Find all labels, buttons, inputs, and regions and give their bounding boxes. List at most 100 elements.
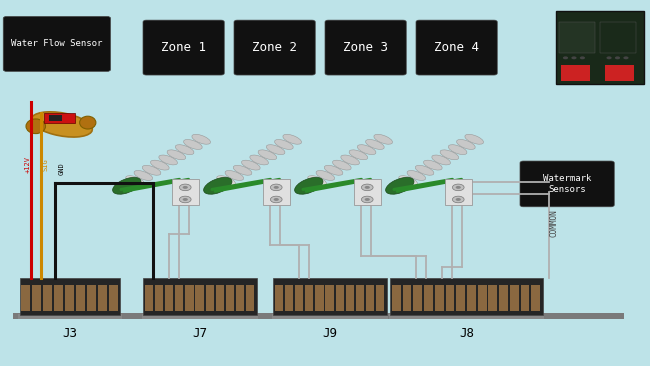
- Ellipse shape: [31, 112, 92, 137]
- Bar: [346, 285, 354, 311]
- FancyBboxPatch shape: [143, 20, 224, 75]
- Bar: [295, 285, 304, 311]
- FancyBboxPatch shape: [325, 20, 406, 75]
- Text: +12V: +12V: [24, 156, 31, 173]
- Bar: [165, 285, 174, 311]
- Bar: [285, 285, 293, 311]
- Text: COMMON: COMMON: [550, 209, 559, 237]
- Ellipse shape: [456, 139, 475, 149]
- Bar: [532, 285, 540, 311]
- Ellipse shape: [266, 145, 285, 154]
- Bar: [510, 285, 519, 311]
- Bar: [44, 285, 52, 311]
- Circle shape: [456, 186, 461, 189]
- Bar: [226, 285, 234, 311]
- Text: J3: J3: [62, 326, 77, 340]
- Circle shape: [365, 186, 370, 189]
- Bar: [489, 285, 497, 311]
- Ellipse shape: [307, 176, 326, 186]
- Ellipse shape: [258, 150, 277, 160]
- Ellipse shape: [358, 145, 376, 154]
- Bar: [272, 314, 388, 319]
- Circle shape: [365, 198, 370, 201]
- Bar: [389, 314, 544, 319]
- Ellipse shape: [448, 145, 467, 154]
- Ellipse shape: [407, 171, 426, 180]
- Ellipse shape: [316, 171, 335, 180]
- Bar: [44, 113, 75, 123]
- Bar: [556, 11, 644, 84]
- Text: J9: J9: [322, 326, 337, 340]
- Bar: [600, 22, 636, 53]
- Circle shape: [179, 184, 191, 191]
- Bar: [87, 285, 96, 311]
- Ellipse shape: [125, 176, 144, 186]
- Circle shape: [183, 186, 188, 189]
- Bar: [306, 285, 313, 311]
- Bar: [356, 285, 364, 311]
- Circle shape: [606, 56, 612, 59]
- Bar: [172, 179, 199, 205]
- Ellipse shape: [192, 134, 211, 144]
- Circle shape: [361, 196, 373, 203]
- Circle shape: [452, 196, 464, 203]
- Circle shape: [452, 184, 464, 191]
- Text: Zone 2: Zone 2: [252, 41, 297, 54]
- Ellipse shape: [233, 165, 252, 175]
- Bar: [185, 285, 194, 311]
- Bar: [216, 285, 224, 311]
- Bar: [446, 285, 454, 311]
- Ellipse shape: [333, 160, 351, 170]
- Text: Watermark
Sensors: Watermark Sensors: [543, 173, 592, 194]
- Bar: [561, 65, 590, 81]
- Text: Water Flow Sensor: Water Flow Sensor: [11, 40, 103, 48]
- Ellipse shape: [225, 171, 244, 180]
- Bar: [65, 285, 74, 311]
- Bar: [435, 285, 443, 311]
- Bar: [392, 285, 400, 311]
- Circle shape: [456, 198, 461, 201]
- Circle shape: [274, 198, 279, 201]
- Text: J8: J8: [459, 326, 474, 340]
- Ellipse shape: [415, 165, 434, 175]
- Bar: [424, 285, 433, 311]
- FancyBboxPatch shape: [234, 20, 315, 75]
- Bar: [98, 285, 107, 311]
- Bar: [456, 285, 465, 311]
- FancyBboxPatch shape: [3, 16, 110, 71]
- Bar: [76, 285, 85, 311]
- Circle shape: [615, 56, 620, 59]
- Ellipse shape: [159, 155, 177, 165]
- Ellipse shape: [324, 165, 343, 175]
- Ellipse shape: [365, 139, 384, 149]
- Bar: [335, 285, 344, 311]
- Ellipse shape: [250, 155, 268, 165]
- Text: GND: GND: [58, 162, 65, 175]
- Ellipse shape: [242, 160, 260, 170]
- Bar: [18, 314, 122, 319]
- Bar: [275, 285, 283, 311]
- Bar: [21, 285, 31, 311]
- Bar: [246, 285, 254, 311]
- FancyBboxPatch shape: [416, 20, 497, 75]
- Circle shape: [563, 56, 568, 59]
- Ellipse shape: [216, 176, 235, 186]
- Bar: [390, 278, 543, 315]
- Ellipse shape: [294, 178, 323, 194]
- Bar: [559, 22, 595, 53]
- Ellipse shape: [432, 155, 450, 165]
- Bar: [499, 285, 508, 311]
- Bar: [604, 65, 634, 81]
- Bar: [315, 285, 324, 311]
- Ellipse shape: [167, 150, 186, 160]
- Bar: [145, 285, 153, 311]
- Text: Zone 1: Zone 1: [161, 41, 206, 54]
- Ellipse shape: [465, 134, 484, 144]
- Bar: [32, 285, 42, 311]
- Ellipse shape: [142, 165, 161, 175]
- Bar: [205, 285, 214, 311]
- Text: Zone 4: Zone 4: [434, 41, 479, 54]
- Circle shape: [270, 196, 282, 203]
- Ellipse shape: [398, 176, 417, 186]
- Circle shape: [274, 186, 279, 189]
